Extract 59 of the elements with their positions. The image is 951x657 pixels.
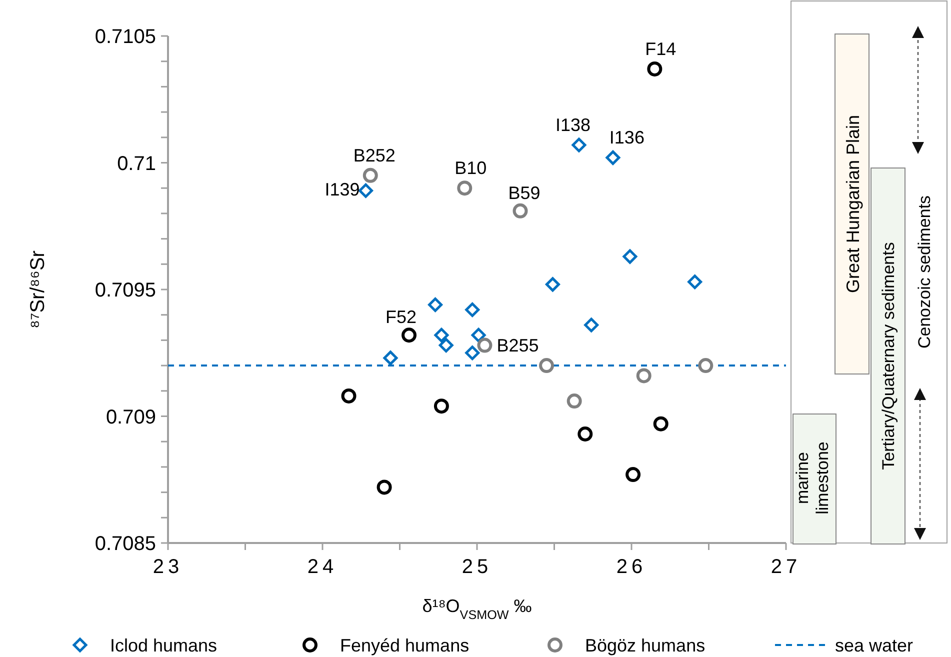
y-tick-label: 0.709 <box>106 406 156 428</box>
point <box>566 394 582 409</box>
point <box>465 302 480 318</box>
legend-label: sea water <box>835 635 914 656</box>
legend-label: Fenyéd humans <box>340 635 470 656</box>
point <box>438 338 454 353</box>
annotation: B252 <box>353 145 396 166</box>
point <box>688 274 702 290</box>
point <box>647 61 662 76</box>
point <box>457 180 472 196</box>
x-tick-label: 24 <box>307 556 338 578</box>
annotation: B255 <box>496 335 539 356</box>
point <box>362 168 378 183</box>
point <box>376 480 392 495</box>
point <box>539 358 554 374</box>
point <box>636 368 652 384</box>
point <box>572 138 586 152</box>
point <box>653 416 668 432</box>
point <box>584 318 599 332</box>
point <box>471 328 486 342</box>
point <box>434 328 449 342</box>
x-tick-label: 26 <box>616 556 647 578</box>
annotation: I138 <box>555 115 590 136</box>
x-axis-title: δ¹⁸O$_{VSMOW}$ ‰ <box>422 596 532 622</box>
point <box>512 203 528 218</box>
text: Great Hungarian Plain <box>843 114 863 294</box>
point <box>698 358 714 374</box>
point <box>626 467 641 482</box>
annotation: B10 <box>454 158 487 178</box>
annotation: I136 <box>609 128 644 148</box>
point <box>578 426 593 442</box>
y-tick-label: 0.7085 <box>94 533 156 555</box>
annotation: F14 <box>645 38 676 59</box>
legend-label: Bögöz humans <box>585 635 706 656</box>
point <box>428 297 443 312</box>
annotation: B59 <box>508 182 540 203</box>
point <box>358 183 374 198</box>
y-tick-label: 0.7095 <box>94 280 156 302</box>
text: marine limestone <box>793 442 832 514</box>
point <box>434 398 449 414</box>
annotation: I139 <box>324 180 360 200</box>
y-tick-label: 0.71 <box>117 152 156 175</box>
x-tick-label: 23 <box>152 556 184 578</box>
point <box>383 350 398 366</box>
x-tick-label: 25 <box>462 556 492 578</box>
annotation: F52 <box>386 307 417 328</box>
x-tick-label: 27 <box>770 556 802 578</box>
y-tick-label: 0.7105 <box>94 26 156 48</box>
text: Cenozoic sediments <box>915 195 934 349</box>
point <box>402 328 417 343</box>
point <box>622 249 638 264</box>
point <box>545 277 560 292</box>
point <box>465 346 480 360</box>
point <box>606 150 620 165</box>
legend-label: Iclod humans <box>110 635 218 656</box>
point <box>341 388 356 404</box>
point <box>477 338 492 353</box>
text: Tertiary/Quaternary sediments <box>879 242 898 470</box>
y-axis-title: ⁸⁷Sr/⁸⁶Sr <box>27 250 49 328</box>
